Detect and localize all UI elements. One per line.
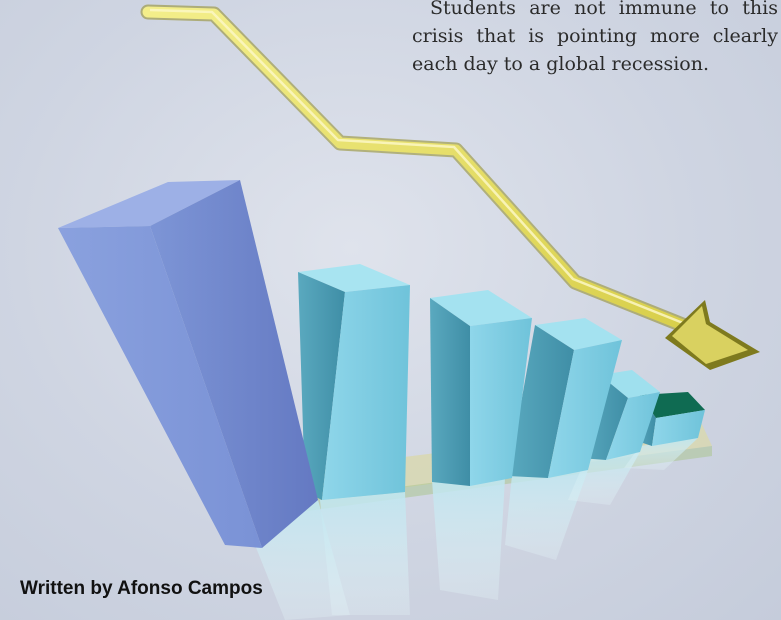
article-intro-text: Students are not immune to this crisis t…	[412, 0, 778, 75]
chart-bar-4	[508, 318, 622, 478]
chart-bar-1	[58, 180, 318, 548]
chart-bar-3	[430, 290, 532, 486]
chart-bar-2	[298, 264, 410, 500]
author-byline: Written by Afonso Campos	[20, 578, 263, 599]
falling-trend-arrow	[140, 4, 760, 370]
